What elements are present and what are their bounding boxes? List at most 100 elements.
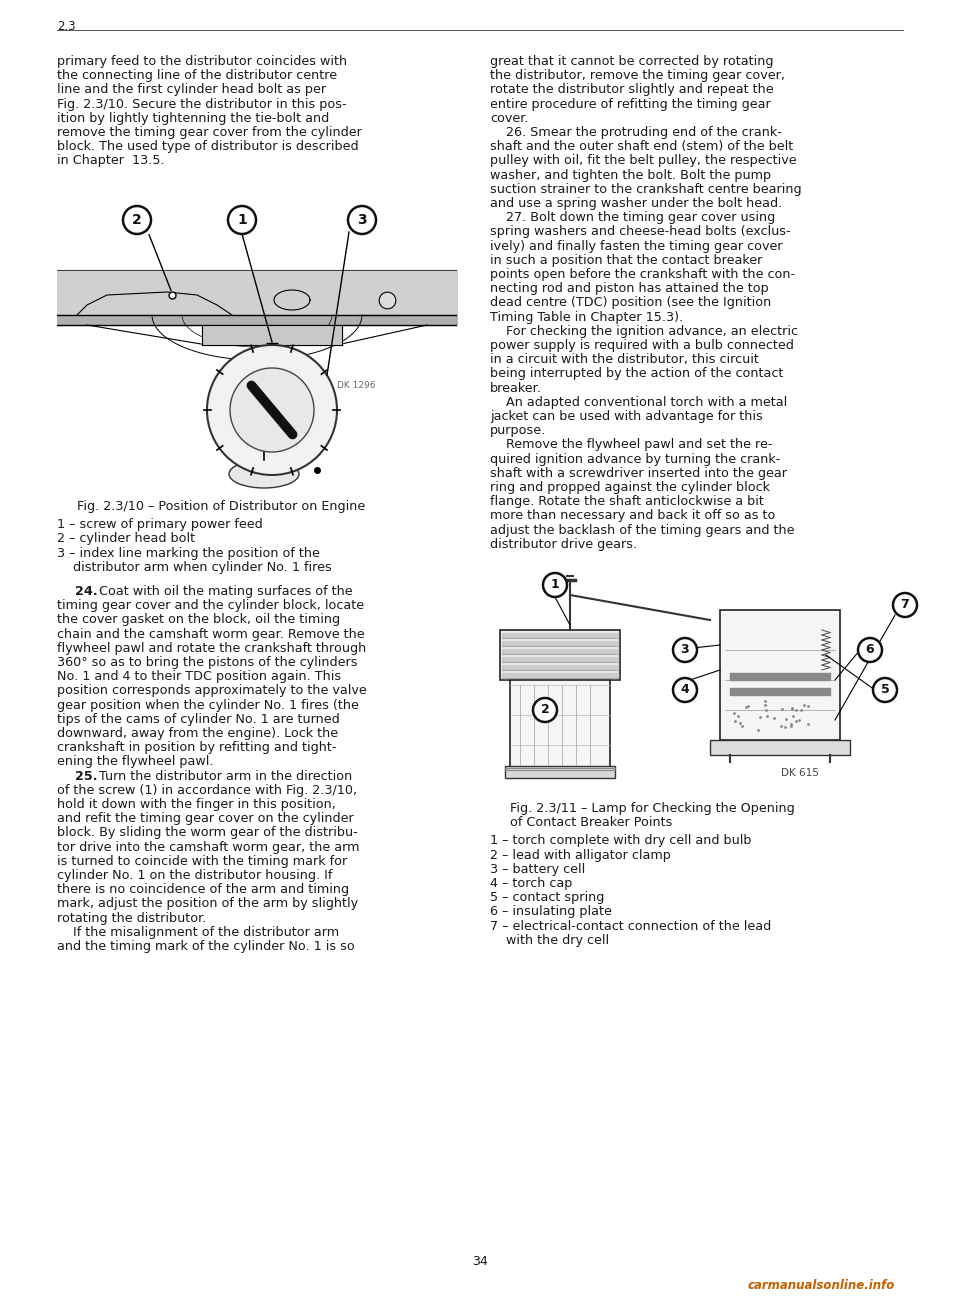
Text: block. By sliding the worm gear of the distribu-: block. By sliding the worm gear of the d… bbox=[57, 826, 358, 839]
Text: Fig. 2.3/10. Secure the distributor in this pos-: Fig. 2.3/10. Secure the distributor in t… bbox=[57, 97, 347, 110]
Text: 1: 1 bbox=[551, 578, 560, 591]
Text: flange. Rotate the shaft anticlockwise a bit: flange. Rotate the shaft anticlockwise a… bbox=[490, 495, 764, 508]
Point bbox=[751, 720, 766, 740]
Point bbox=[757, 695, 773, 716]
Circle shape bbox=[228, 207, 256, 234]
Point bbox=[800, 696, 815, 717]
Point bbox=[757, 691, 773, 712]
Text: 360° so as to bring the pistons of the cylinders: 360° so as to bring the pistons of the c… bbox=[57, 656, 357, 669]
Circle shape bbox=[673, 678, 697, 701]
Text: 27. Bolt down the timing gear cover using: 27. Bolt down the timing gear cover usin… bbox=[490, 212, 776, 225]
Text: timing gear cover and the cylinder block, locate: timing gear cover and the cylinder block… bbox=[57, 599, 364, 612]
Text: tor drive into the camshaft worm gear, the arm: tor drive into the camshaft worm gear, t… bbox=[57, 840, 359, 853]
Text: Fig. 2.3/10 – Position of Distributor on Engine: Fig. 2.3/10 – Position of Distributor on… bbox=[77, 500, 365, 513]
Text: downward, away from the engine). Lock the: downward, away from the engine). Lock th… bbox=[57, 727, 338, 740]
Circle shape bbox=[858, 638, 882, 662]
Text: 3: 3 bbox=[357, 213, 367, 227]
Point bbox=[752, 707, 767, 727]
Text: No. 1 and 4 to their TDC position again. This: No. 1 and 4 to their TDC position again.… bbox=[57, 670, 341, 683]
Text: 6 – insulating plate: 6 – insulating plate bbox=[490, 905, 612, 918]
Point bbox=[728, 711, 743, 731]
Text: suction strainer to the crankshaft centre bearing: suction strainer to the crankshaft centr… bbox=[490, 183, 802, 196]
Text: mark, adjust the position of the arm by slightly: mark, adjust the position of the arm by … bbox=[57, 898, 358, 911]
Text: and refit the timing gear cover on the cylinder: and refit the timing gear cover on the c… bbox=[57, 812, 353, 825]
Text: chain and the camshaft worm gear. Remove the: chain and the camshaft worm gear. Remove… bbox=[57, 627, 365, 640]
Circle shape bbox=[673, 638, 697, 662]
Circle shape bbox=[348, 207, 376, 234]
Point bbox=[797, 695, 812, 716]
Circle shape bbox=[123, 207, 151, 234]
Text: 5: 5 bbox=[880, 683, 889, 696]
Text: cylinder No. 1 on the distributor housing. If: cylinder No. 1 on the distributor housin… bbox=[57, 869, 332, 882]
Text: DK 1296: DK 1296 bbox=[337, 381, 375, 390]
FancyBboxPatch shape bbox=[505, 766, 615, 778]
Text: entire procedure of refitting the timing gear: entire procedure of refitting the timing… bbox=[490, 97, 771, 110]
Point bbox=[788, 699, 804, 720]
Point bbox=[759, 705, 775, 726]
Point bbox=[779, 708, 794, 729]
Point bbox=[740, 695, 756, 716]
Text: 2 – cylinder head bolt: 2 – cylinder head bolt bbox=[57, 533, 195, 546]
Text: in such a position that the contact breaker: in such a position that the contact brea… bbox=[490, 253, 762, 266]
Text: cover.: cover. bbox=[490, 112, 529, 125]
Text: of the screw (1) in accordance with Fig. 2.3/10,: of the screw (1) in accordance with Fig.… bbox=[57, 783, 357, 796]
Text: ition by lightly tightenning the tie-bolt and: ition by lightly tightenning the tie-bol… bbox=[57, 112, 329, 125]
Text: line and the first cylinder head bolt as per: line and the first cylinder head bolt as… bbox=[57, 83, 326, 96]
Text: 2: 2 bbox=[540, 704, 549, 717]
Text: gear position when the cylinder No. 1 fires (the: gear position when the cylinder No. 1 fi… bbox=[57, 699, 359, 712]
Text: 3: 3 bbox=[681, 643, 689, 656]
Text: necting rod and piston has attained the top: necting rod and piston has attained the … bbox=[490, 282, 769, 295]
Text: adjust the backlash of the timing gears and the: adjust the backlash of the timing gears … bbox=[490, 523, 795, 536]
Text: the connecting line of the distributor centre: the connecting line of the distributor c… bbox=[57, 69, 337, 82]
Text: 6: 6 bbox=[866, 643, 875, 656]
Text: 34: 34 bbox=[472, 1255, 488, 1268]
Ellipse shape bbox=[229, 460, 299, 488]
Text: rotate the distributor slightly and repeat the: rotate the distributor slightly and repe… bbox=[490, 83, 774, 96]
Text: Remove the flywheel pawl and set the re-: Remove the flywheel pawl and set the re- bbox=[490, 438, 773, 451]
Text: shaft with a screwdriver inserted into the gear: shaft with a screwdriver inserted into t… bbox=[490, 466, 787, 479]
Text: Timing Table in Chapter 15.3).: Timing Table in Chapter 15.3). bbox=[490, 310, 684, 323]
Text: spring washers and cheese-head bolts (exclus-: spring washers and cheese-head bolts (ex… bbox=[490, 226, 791, 239]
Text: in a circuit with the distributor, this circuit: in a circuit with the distributor, this … bbox=[490, 353, 758, 366]
Point bbox=[801, 714, 816, 735]
Text: DK 615: DK 615 bbox=[781, 768, 819, 778]
Text: 2 – lead with alligator clamp: 2 – lead with alligator clamp bbox=[490, 848, 671, 861]
Point bbox=[784, 699, 800, 720]
Text: flywheel pawl and rotate the crankshaft through: flywheel pawl and rotate the crankshaft … bbox=[57, 642, 367, 655]
Point bbox=[730, 705, 745, 726]
Text: power supply is required with a bulb connected: power supply is required with a bulb con… bbox=[490, 339, 794, 352]
Text: If the misalignment of the distributor arm: If the misalignment of the distributor a… bbox=[57, 926, 339, 939]
Text: tips of the cams of cylinder No. 1 are turned: tips of the cams of cylinder No. 1 are t… bbox=[57, 713, 340, 726]
Point bbox=[783, 713, 799, 734]
FancyBboxPatch shape bbox=[510, 679, 610, 770]
Text: shaft and the outer shaft end (stem) of the belt: shaft and the outer shaft end (stem) of … bbox=[490, 140, 793, 153]
Circle shape bbox=[893, 594, 917, 617]
Point bbox=[767, 708, 782, 729]
Text: 1: 1 bbox=[237, 213, 247, 227]
Text: distributor drive gears.: distributor drive gears. bbox=[490, 538, 637, 551]
Text: is turned to coincide with the timing mark for: is turned to coincide with the timing ma… bbox=[57, 855, 348, 868]
Circle shape bbox=[873, 678, 897, 701]
Text: An adapted conventional torch with a metal: An adapted conventional torch with a met… bbox=[490, 396, 787, 409]
Text: For checking the ignition advance, an electric: For checking the ignition advance, an el… bbox=[490, 325, 798, 338]
Text: 1 – screw of primary power feed: 1 – screw of primary power feed bbox=[57, 518, 263, 531]
Point bbox=[777, 716, 792, 737]
Text: in Chapter  13.5.: in Chapter 13.5. bbox=[57, 155, 164, 168]
Text: 1 – torch complete with dry cell and bulb: 1 – torch complete with dry cell and bul… bbox=[490, 834, 752, 847]
Text: 5 – contact spring: 5 – contact spring bbox=[490, 891, 605, 904]
Text: of Contact Breaker Points: of Contact Breaker Points bbox=[510, 816, 672, 829]
Text: points open before the crankshaft with the con-: points open before the crankshaft with t… bbox=[490, 268, 795, 281]
Text: carmanualsonline.info: carmanualsonline.info bbox=[748, 1280, 895, 1293]
Circle shape bbox=[533, 698, 557, 722]
Text: 4 – torch cap: 4 – torch cap bbox=[490, 877, 572, 890]
Circle shape bbox=[543, 573, 567, 598]
Circle shape bbox=[207, 346, 337, 475]
Text: ively) and finally fasten the timing gear cover: ively) and finally fasten the timing gea… bbox=[490, 239, 782, 252]
Text: the distributor, remove the timing gear cover,: the distributor, remove the timing gear … bbox=[490, 69, 785, 82]
Text: 2.3: 2.3 bbox=[57, 19, 76, 32]
Text: crankshaft in position by refitting and tight-: crankshaft in position by refitting and … bbox=[57, 742, 337, 755]
Point bbox=[794, 700, 809, 721]
Text: 4: 4 bbox=[681, 683, 689, 696]
Point bbox=[734, 716, 750, 737]
Text: Turn the distributor arm in the direction: Turn the distributor arm in the directio… bbox=[95, 769, 352, 782]
